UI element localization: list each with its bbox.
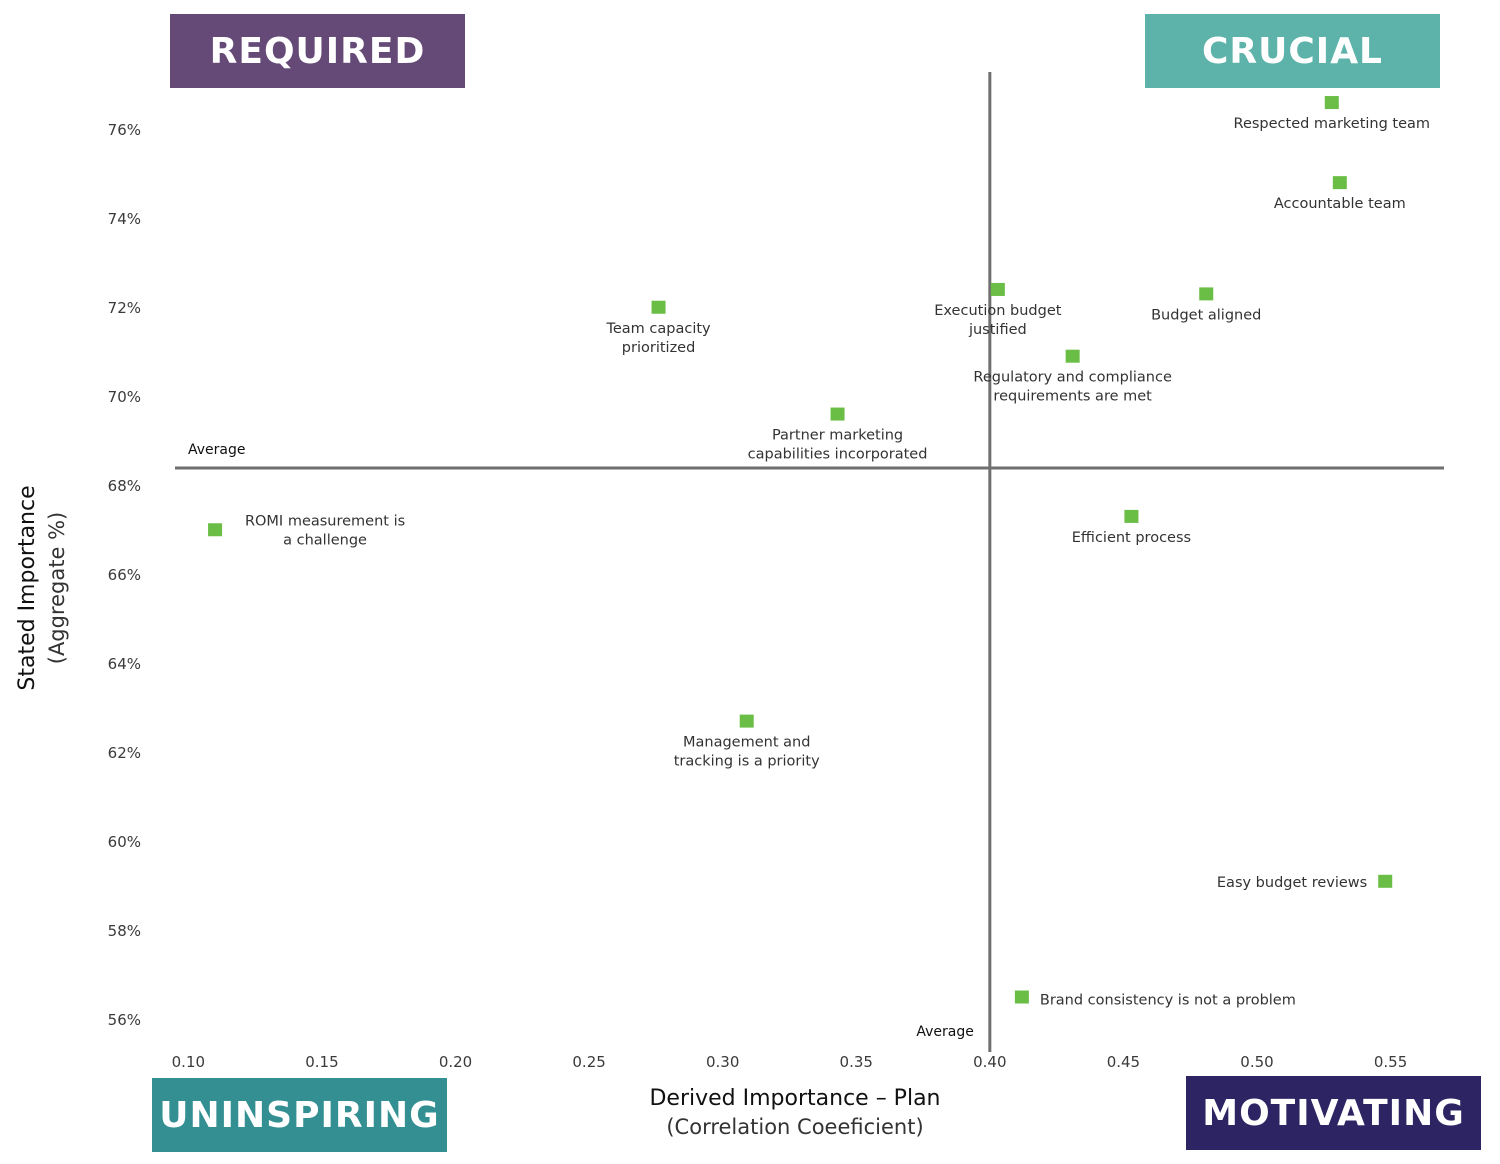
x-tick-label: 0.30	[706, 1053, 739, 1071]
y-axis-title: Stated Importance (Aggregate %)	[15, 485, 69, 690]
data-point-label: Easy budget reviews	[1217, 875, 1367, 891]
quadrant-required-banner: REQUIRED	[170, 14, 465, 88]
data-point-marker	[990, 282, 1005, 296]
y-tick-label: 56%	[108, 1011, 141, 1029]
data-point-label-line: ROMI measurement is	[245, 513, 405, 529]
data-point-marker	[208, 523, 223, 537]
x-tick-label: 0.40	[973, 1053, 1006, 1071]
y-tick-label: 64%	[108, 655, 141, 673]
data-point-marker	[1065, 349, 1080, 363]
data-point-label-line: Brand consistency is not a problem	[1040, 993, 1296, 1009]
data-point-label-line: Accountable team	[1274, 196, 1406, 212]
data-point-marker	[1324, 96, 1339, 110]
x-axis-ticks: 0.10 0.15 0.20 0.25 0.30 0.35 0.40 0.45 0.50 0.55	[172, 1053, 1408, 1071]
data-point-label-line: tracking is a priority	[674, 754, 820, 770]
data-point-marker	[1378, 874, 1393, 888]
data-point-marker	[1332, 176, 1347, 190]
data-point-marker	[830, 407, 845, 421]
data-point-marker	[651, 300, 666, 314]
data-point-label-line: Management and	[683, 735, 810, 751]
x-tick-label: 0.35	[840, 1053, 873, 1071]
y-tick-label: 62%	[108, 744, 141, 762]
y-tick-label: 60%	[108, 833, 141, 851]
data-point-label-line: Execution budget	[934, 303, 1061, 319]
data-point-label: Budget aligned	[1151, 307, 1261, 323]
data-point-marker	[1124, 509, 1139, 523]
x-axis-title: Derived Importance – Plan (Correlation C…	[649, 1086, 940, 1139]
data-point-label: Partner marketing capabilities incorporat…	[748, 428, 928, 463]
data-point-label-line: Efficient process	[1072, 530, 1191, 546]
y-axis-ticks: 56% 58% 60% 62% 64% 66% 68% 70% 72% 74% 76%	[108, 121, 141, 1029]
data-point-label-line: Partner marketing	[772, 428, 903, 444]
x-tick-label: 0.25	[572, 1053, 605, 1071]
x-axis-sublabel: (Correlation Coeeficient)	[666, 1115, 923, 1139]
y-tick-label: 72%	[108, 299, 141, 317]
y-axis-sublabel: (Aggregate %)	[45, 512, 69, 665]
x-tick-label: 0.45	[1107, 1053, 1140, 1071]
data-point-label: Brand consistency is not a problem	[1040, 993, 1296, 1009]
x-tick-label: 0.10	[172, 1053, 205, 1071]
data-point-label-line: Respected marketing team	[1234, 116, 1431, 132]
x-tick-label: 0.15	[305, 1053, 338, 1071]
y-axis-label: Stated Importance	[15, 485, 40, 690]
data-points: Respected marketing team Accountable team…	[208, 96, 1431, 1009]
y-tick-label: 68%	[108, 477, 141, 495]
data-point-label-line: Budget aligned	[1151, 307, 1261, 323]
data-point-label-line: justified	[968, 322, 1027, 338]
data-point-label-line: capabilities incorporated	[748, 447, 928, 463]
data-point-label-line: prioritized	[622, 340, 696, 356]
data-point-label-line: Easy budget reviews	[1217, 875, 1367, 891]
data-point-label: ROMI measurement is a challenge	[245, 513, 405, 548]
quadrant-uninspiring-banner: UNINSPIRING	[152, 1078, 447, 1152]
y-tick-label: 58%	[108, 922, 141, 940]
y-tick-label: 74%	[108, 210, 141, 228]
x-tick-label: 0.55	[1374, 1053, 1407, 1071]
x-tick-label: 0.50	[1240, 1053, 1273, 1071]
data-point-label-line: Team capacity	[605, 321, 711, 337]
y-tick-label: 66%	[108, 566, 141, 584]
data-point-label: Execution budget justified	[934, 303, 1061, 338]
data-point-label: Regulatory and compliance requirements ar…	[973, 370, 1172, 405]
average-y-label: Average	[188, 442, 246, 458]
data-point-label-line: Regulatory and compliance	[973, 370, 1172, 386]
data-point-label-line: requirements are met	[993, 389, 1152, 405]
y-tick-label: 76%	[108, 121, 141, 139]
quadrant-crucial-banner: CRUCIAL	[1145, 14, 1440, 88]
data-point-label: Respected marketing team	[1234, 116, 1431, 132]
data-point-marker	[1199, 287, 1214, 301]
data-point-label: Accountable team	[1274, 196, 1406, 212]
average-x-label: Average	[916, 1024, 974, 1040]
data-point-marker	[739, 714, 754, 728]
x-axis-label: Derived Importance – Plan	[649, 1086, 940, 1111]
data-point-label-line: a challenge	[283, 532, 367, 548]
data-point-label: Team capacity prioritized	[605, 321, 711, 356]
data-point-marker	[1014, 990, 1029, 1004]
quadrant-motivating-banner: MOTIVATING	[1186, 1076, 1481, 1150]
data-point-label: Management and tracking is a priority	[674, 735, 820, 770]
data-point-label: Efficient process	[1072, 530, 1191, 546]
y-tick-label: 70%	[108, 388, 141, 406]
x-tick-label: 0.20	[439, 1053, 472, 1071]
